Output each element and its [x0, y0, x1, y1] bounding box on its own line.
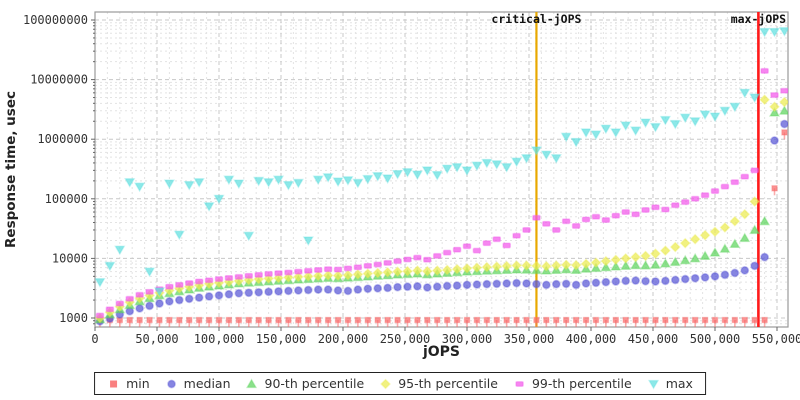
axis-tick-labels: 0 50,000 100,000 150,000 200,000 250,000 300,0…: [23, 13, 800, 346]
svg-text:400,000: 400,000: [566, 332, 617, 346]
svg-text:1000: 1000: [59, 311, 88, 325]
triangle-up-icon: [246, 377, 258, 388]
legend-item-95-th-percentile: 95-th percentile: [379, 376, 498, 391]
data-series: [95, 27, 788, 327]
series-99-th-percentile: [95, 67, 788, 319]
series-95-th-percentile: [95, 94, 788, 324]
max-jops-label: max-jOPS: [731, 12, 786, 26]
triangle-down-icon: [647, 379, 659, 390]
diamond-icon: [380, 378, 392, 389]
square-stem-icon: [110, 380, 118, 387]
legend-item-min: min: [107, 376, 150, 391]
svg-text:1000000: 1000000: [37, 132, 88, 146]
legend-item-label: 90-th percentile: [264, 376, 365, 391]
svg-text:150,000: 150,000: [256, 332, 307, 346]
svg-text:100000000: 100000000: [23, 13, 88, 27]
y-axis-title: Response time, usec: [3, 91, 19, 248]
x-axis-title: jOPS: [422, 344, 460, 360]
svg-text:500,000: 500,000: [690, 332, 741, 346]
series-median: [95, 119, 788, 326]
legend-item-median: median: [165, 376, 231, 391]
svg-text:50,000: 50,000: [135, 332, 178, 346]
legend-item-99-th-percentile: 99-th percentile: [513, 376, 632, 391]
svg-text:200,000: 200,000: [318, 332, 369, 346]
legend-item-label: 95-th percentile: [398, 376, 498, 391]
legend-item-90-th-percentile: 90-th percentile: [246, 376, 365, 391]
critical-jops-label: critical-jOPS: [491, 12, 581, 26]
plot-border: [94, 11, 789, 328]
svg-text:10000000: 10000000: [30, 73, 88, 87]
svg-text:100000: 100000: [45, 192, 88, 206]
series-min: [96, 129, 788, 327]
svg-text:0: 0: [91, 332, 98, 346]
legend-item-label: 99-th percentile: [531, 376, 632, 391]
svg-text:250,000: 250,000: [380, 332, 431, 346]
grid-minor: [95, 12, 788, 327]
svg-text:350,000: 350,000: [504, 332, 555, 346]
svg-text:10000: 10000: [52, 251, 88, 265]
circle-icon: [166, 379, 176, 388]
svg-text:450,000: 450,000: [628, 332, 679, 346]
axis-ticks: [91, 19, 778, 331]
series-max: [95, 27, 788, 297]
svg-text:300,000: 300,000: [442, 332, 493, 346]
svg-text:550,000: 550,000: [752, 332, 800, 346]
svg-text:100,000: 100,000: [194, 332, 245, 346]
annotation-lines: [535, 12, 760, 327]
hbar-icon: [515, 380, 524, 387]
chart-canvas: 0 50,000 100,000 150,000 200,000 250,000 300,0…: [3, 11, 800, 360]
chart-legend: min median 90-th percentile 95-th percentil…: [94, 372, 706, 395]
legend-item-label: median: [183, 376, 231, 391]
legend-item-label: min: [126, 376, 150, 391]
legend-item-label: max: [665, 376, 693, 391]
legend-item-max: max: [647, 376, 693, 391]
